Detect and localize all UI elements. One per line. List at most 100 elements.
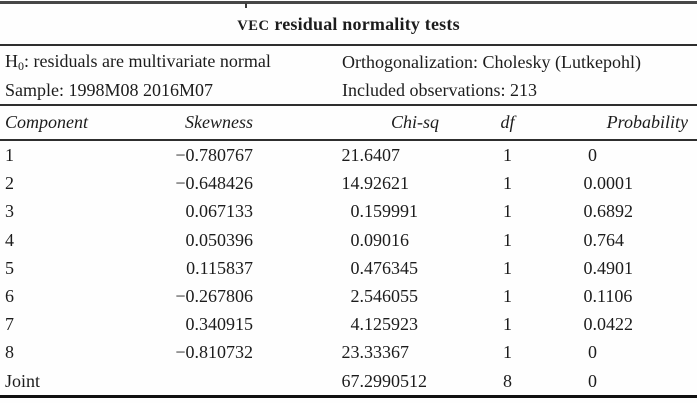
cell-df: 1 <box>503 201 512 222</box>
cell-chi-sq-frac: 125923 <box>364 314 418 335</box>
cell-chi-sq-frac: 6407 <box>364 145 400 165</box>
table-row: 6 −0.267806 2.546055 1 0.1106 <box>0 282 697 310</box>
cell-chi-sq: 2.546055 <box>255 282 470 310</box>
cell-skewness <box>155 367 255 395</box>
cell-skewness: −0.267806 <box>175 285 253 306</box>
cell-chi-sq: 14.92621 <box>255 169 470 197</box>
cell-probability: 0.6892 <box>545 197 697 225</box>
h0-subscript: 0 <box>18 58 24 73</box>
top-rule <box>0 1 697 4</box>
cell-skewness: −0.648426 <box>175 173 253 194</box>
cell-chi-sq-int: 2. <box>350 285 365 306</box>
table-header-row: Component Skewness Chi-sq df Probability <box>0 106 697 139</box>
column-header-probability: Probability <box>606 112 688 132</box>
header-divider-rule <box>0 139 697 141</box>
table-row: 8 −0.810732 23.33367 1 0 <box>0 338 697 366</box>
sample-range: Sample: 1998M08 2016M07 <box>5 79 214 100</box>
cell-chi-sq: 67.2990512 <box>255 367 470 395</box>
h0-prefix: H <box>5 50 18 71</box>
cell-probability-frac: 6892 <box>597 201 633 222</box>
table-row: 7 0.340915 4.125923 1 0.0422 <box>0 310 697 338</box>
cell-probability: 0.764 <box>545 226 697 254</box>
cell-chi-sq-frac: 33367 <box>364 342 409 363</box>
cell-probability-int: 0. <box>583 229 598 250</box>
cell-chi-sq: 21.6407 <box>255 141 470 169</box>
cell-component: 4 <box>5 229 14 250</box>
cell-df: 1 <box>503 342 512 363</box>
cell-probability-int: 0. <box>583 201 598 222</box>
cell-skewness: −0.810732 <box>175 342 253 363</box>
cell-chi-sq-int: 14. <box>341 173 365 194</box>
cell-probability: 0.0422 <box>545 310 697 338</box>
cell-probability: 0 <box>545 367 697 395</box>
cell-df: 1 <box>503 314 512 335</box>
cell-chi-sq: 0.09016 <box>255 226 470 254</box>
title-divider-rule <box>0 44 697 46</box>
cell-df: 1 <box>503 173 512 194</box>
info-divider-rule <box>0 104 697 106</box>
table-row: 5 0.115837 0.476345 1 0.4901 <box>0 254 697 282</box>
included-observations: Included observations: 213 <box>342 79 537 100</box>
cell-chi-sq: 4.125923 <box>255 310 470 338</box>
cell-component: 3 <box>5 201 14 222</box>
cell-skewness: 0.050396 <box>185 229 254 250</box>
table-row: 4 0.050396 0.09016 1 0.764 <box>0 226 697 254</box>
cell-probability-int: 0. <box>583 173 598 194</box>
bottom-rule <box>0 394 697 399</box>
cell-chi-sq: 0.476345 <box>255 254 470 282</box>
test-info-block: H0: residuals are multivariate normal Or… <box>0 46 697 104</box>
cell-probability: 0.1106 <box>545 282 697 310</box>
cell-chi-sq-int: 0. <box>350 257 365 278</box>
h0-text: : residuals are multivariate normal <box>24 50 271 71</box>
cell-df: 1 <box>503 285 512 306</box>
cell-chi-sq: 0.159991 <box>255 197 470 225</box>
cell-probability: 0 <box>545 141 697 169</box>
null-hypothesis: H0: residuals are multivariate normal <box>0 51 337 74</box>
cell-probability-int: 0. <box>583 257 598 278</box>
cell-df: 1 <box>503 145 512 165</box>
cell-chi-sq-frac: 09016 <box>364 229 409 250</box>
cell-probability: 0.4901 <box>545 254 697 282</box>
column-header-df: df <box>500 112 515 132</box>
cell-component: 6 <box>5 285 14 306</box>
cell-chi-sq-int: 0. <box>350 229 365 250</box>
orthogonalization-note: Orthogonalization: Cholesky (Lutkepohl) <box>342 51 641 72</box>
cell-chi-sq-int: 23. <box>341 342 365 363</box>
column-header-skewness: Skewness <box>185 112 253 132</box>
cell-probability-frac: 1106 <box>597 285 633 306</box>
cell-chi-sq-int: 21. <box>341 145 365 165</box>
cell-df: 1 <box>503 229 512 250</box>
cell-chi-sq-int: 4. <box>350 314 365 335</box>
cell-chi-sq: 23.33367 <box>255 338 470 366</box>
cell-probability-frac: 4901 <box>597 257 633 278</box>
cell-df: 8 <box>503 370 512 391</box>
cell-probability-frac: 764 <box>597 229 624 250</box>
table-row: 1 −0.780767 21.6407 1 0 <box>0 141 697 169</box>
cell-chi-sq-frac: 92621 <box>364 173 409 194</box>
title-rest: residual normality tests <box>269 14 460 34</box>
column-header-component: Component <box>5 112 88 132</box>
column-header-chi-sq: Chi-sq <box>390 112 439 132</box>
cell-component: Joint <box>5 370 41 391</box>
cell-component: 5 <box>5 257 14 278</box>
cell-chi-sq-int: 67. <box>341 370 365 391</box>
table-title: VEC residual normality tests <box>0 4 697 44</box>
cell-component: 2 <box>5 173 14 194</box>
cell-probability-int: 0. <box>583 285 598 306</box>
cell-chi-sq-frac: 159991 <box>364 201 418 222</box>
cell-chi-sq-int: 0. <box>350 201 365 222</box>
cell-skewness: −0.780767 <box>175 145 253 165</box>
cell-probability-int: 0 <box>588 370 597 391</box>
cell-skewness: 0.067133 <box>185 201 254 222</box>
cell-component: 7 <box>5 314 14 335</box>
scan-artifact <box>245 3 247 8</box>
table-row: 2 −0.648426 14.92621 1 0.0001 <box>0 169 697 197</box>
cell-skewness: 0.340915 <box>185 314 254 335</box>
cell-probability: 0.0001 <box>545 169 697 197</box>
table-row: 3 0.067133 0.159991 1 0.6892 <box>0 197 697 225</box>
cell-chi-sq-frac: 476345 <box>364 257 418 278</box>
cell-probability-frac: 0001 <box>597 173 633 194</box>
cell-probability: 0 <box>545 338 697 366</box>
cell-skewness: 0.115837 <box>186 257 253 278</box>
